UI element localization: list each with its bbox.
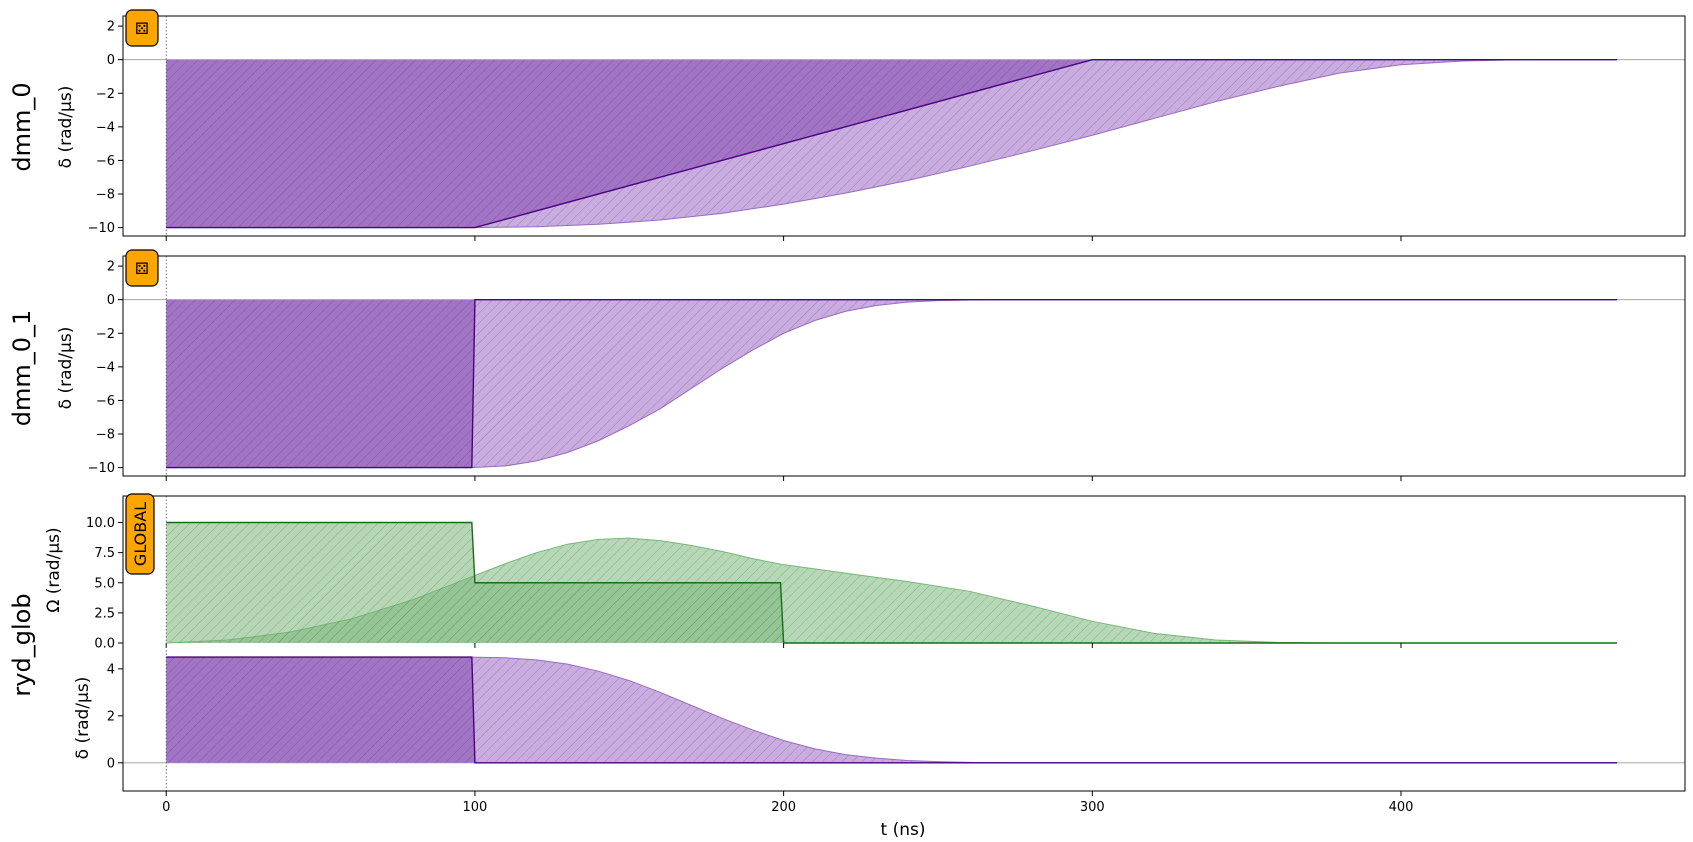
panel-dmm-0: 2 0 −2 −4 −6 −8 −10 xyxy=(88,15,1686,241)
y-tick-label: −4 xyxy=(96,120,115,135)
y-tick-label: −2 xyxy=(96,327,115,342)
y-tick-label: 0 xyxy=(107,756,115,771)
y-tick-label: 10.0 xyxy=(86,516,115,531)
x-tick-label: 0 xyxy=(162,800,170,815)
dice-icon: ⚄ xyxy=(135,19,149,38)
y-tick-label: −10 xyxy=(88,461,115,476)
x-tick-label: 200 xyxy=(771,800,796,815)
dice-badge-dmm-0: ⚄ xyxy=(125,9,159,47)
row-title-dmm-0: dmm_0 xyxy=(8,82,36,171)
x-tick-label: 100 xyxy=(462,800,487,815)
y-tick-label: −8 xyxy=(96,428,115,443)
panel-ryd-glob-omega: 10.0 7.5 5.0 2.5 0.0 xyxy=(86,495,1686,652)
axes-frame xyxy=(122,15,1686,237)
ylabel-omega: Ω (rad/µs) xyxy=(44,527,64,612)
x-tick-label: 300 xyxy=(1080,800,1105,815)
programmed-line xyxy=(166,58,1618,229)
ylabel-dmm-0: δ (rad/µs) xyxy=(56,86,76,169)
dice-icon: ⚄ xyxy=(135,259,149,278)
y-tick-label: 2 xyxy=(107,20,115,35)
axes-frame xyxy=(122,255,1686,477)
realized-hatch xyxy=(166,299,1618,468)
y-tick-label: 0 xyxy=(107,293,115,308)
y-tick-label: −10 xyxy=(88,221,115,236)
y-tick-label: 2.5 xyxy=(94,606,115,621)
x-tick-label: 400 xyxy=(1389,800,1414,815)
y-tick-label: 7.5 xyxy=(94,546,115,561)
global-badge-label: GLOBAL xyxy=(131,502,150,566)
y-tick-label: 0.0 xyxy=(94,637,115,652)
y-tick-label: −2 xyxy=(96,87,115,102)
y-tick-label: 0 xyxy=(107,53,115,68)
dice-badge-dmm-0-1: ⚄ xyxy=(125,249,159,287)
row-title-dmm-0-1: dmm_0_1 xyxy=(8,310,36,427)
y-tick-label: 4 xyxy=(107,662,115,677)
ylabel-dmm-0-1: δ (rad/µs) xyxy=(56,327,76,410)
y-tick-label: 5.0 xyxy=(94,576,115,591)
y-tick-label: 2 xyxy=(107,709,115,724)
programmed-line xyxy=(166,298,1618,469)
panel-dmm-0-1: 2 0 −2 −4 −6 −8 −10 xyxy=(88,255,1686,481)
y-tick-label: −6 xyxy=(96,154,115,169)
global-badge: GLOBAL xyxy=(125,493,155,575)
row-title-ryd-glob: ryd_glob xyxy=(8,593,36,696)
programmed-line xyxy=(166,656,1618,764)
y-tick-label: −4 xyxy=(96,360,115,375)
programmed-hatch xyxy=(166,59,1618,228)
y-tick-label: −8 xyxy=(96,188,115,203)
axes-frame xyxy=(122,643,1686,792)
realized-hatch xyxy=(166,657,1618,763)
y-tick-label: 2 xyxy=(107,260,115,275)
ylabel-delta-global: δ (rad/µs) xyxy=(73,677,93,760)
programmed-hatch xyxy=(166,299,1618,468)
programmed-line xyxy=(166,521,1618,644)
y-tick-label: −6 xyxy=(96,394,115,409)
realized-line xyxy=(166,59,1618,229)
axes-frame xyxy=(122,495,1686,643)
programmed-hatch xyxy=(166,657,1618,763)
programmed-hatch xyxy=(166,522,1618,643)
xlabel: t (ns) xyxy=(881,820,926,840)
